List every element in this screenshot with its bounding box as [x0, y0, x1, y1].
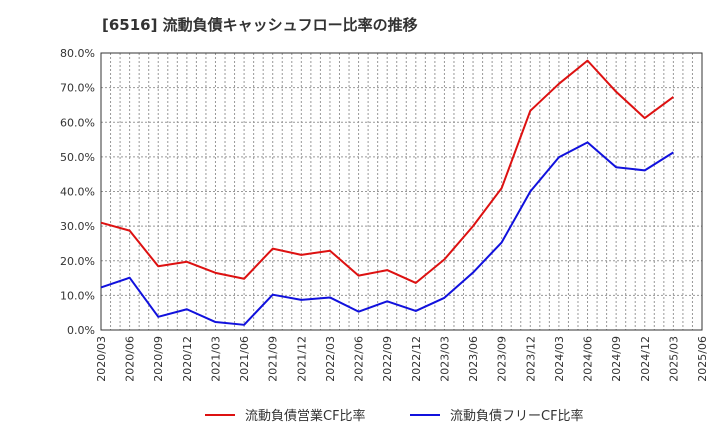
- x-tick-label: 2023/03: [438, 336, 451, 382]
- x-tick-label: 2024/09: [610, 336, 623, 382]
- y-tick-label: 10.0%: [60, 289, 95, 302]
- y-tick-label: 80.0%: [60, 47, 95, 60]
- series-lines: [100, 59, 674, 326]
- x-tick-label: 2025/03: [667, 336, 680, 382]
- y-tick-label: 70.0%: [60, 82, 95, 95]
- y-tick-label: 50.0%: [60, 151, 95, 164]
- x-tick-label: 2020/09: [152, 336, 165, 382]
- x-tick-label: 2020/06: [124, 336, 137, 382]
- x-tick-label: 2022/12: [410, 336, 423, 382]
- x-tick-label: 2021/06: [238, 336, 251, 382]
- chart-title: [6516] 流動負債キャッシュフロー比率の推移: [102, 16, 418, 34]
- plot-frame: [100, 52, 703, 331]
- y-tick-label: 20.0%: [60, 255, 95, 268]
- legend: 流動負債営業CF比率 流動負債フリーCF比率: [205, 408, 584, 424]
- x-tick-label: 2021/09: [267, 336, 280, 382]
- x-tick-label: 2023/12: [524, 336, 537, 382]
- axes: 0.0% 10.0% 20.0% 30.0% 40.0% 50.0% 60.0% 70.0% 8…: [60, 47, 709, 382]
- x-tick-label: 2024/06: [582, 336, 595, 382]
- y-tick-label: 60.0%: [60, 116, 95, 129]
- grid-lines: [100, 52, 703, 331]
- x-tick-label: 2025/06: [696, 336, 709, 382]
- series-line-1: [100, 59, 674, 284]
- x-tick-label: 2022/03: [324, 336, 337, 382]
- y-tick-label: 0.0%: [67, 324, 95, 337]
- x-tick-label: 2023/09: [496, 336, 509, 382]
- legend-label-2: 流動負債フリーCF比率: [450, 408, 584, 424]
- x-tick-label: 2020/12: [181, 336, 194, 382]
- x-tick-label: 2020/03: [95, 336, 108, 382]
- y-tick-label: 40.0%: [60, 186, 95, 199]
- x-tick-label: 2022/06: [353, 336, 366, 382]
- x-tick-label: 2024/03: [553, 336, 566, 382]
- x-tick-label: 2023/06: [467, 336, 480, 382]
- x-tick-label: 2021/12: [295, 336, 308, 382]
- x-tick-label: 2021/03: [209, 336, 222, 382]
- y-tick-label: 30.0%: [60, 220, 95, 233]
- series-line-2: [100, 141, 674, 326]
- x-tick-label: 2022/09: [381, 336, 394, 382]
- x-tick-label: 2024/12: [639, 336, 652, 382]
- legend-label-1: 流動負債営業CF比率: [245, 408, 366, 424]
